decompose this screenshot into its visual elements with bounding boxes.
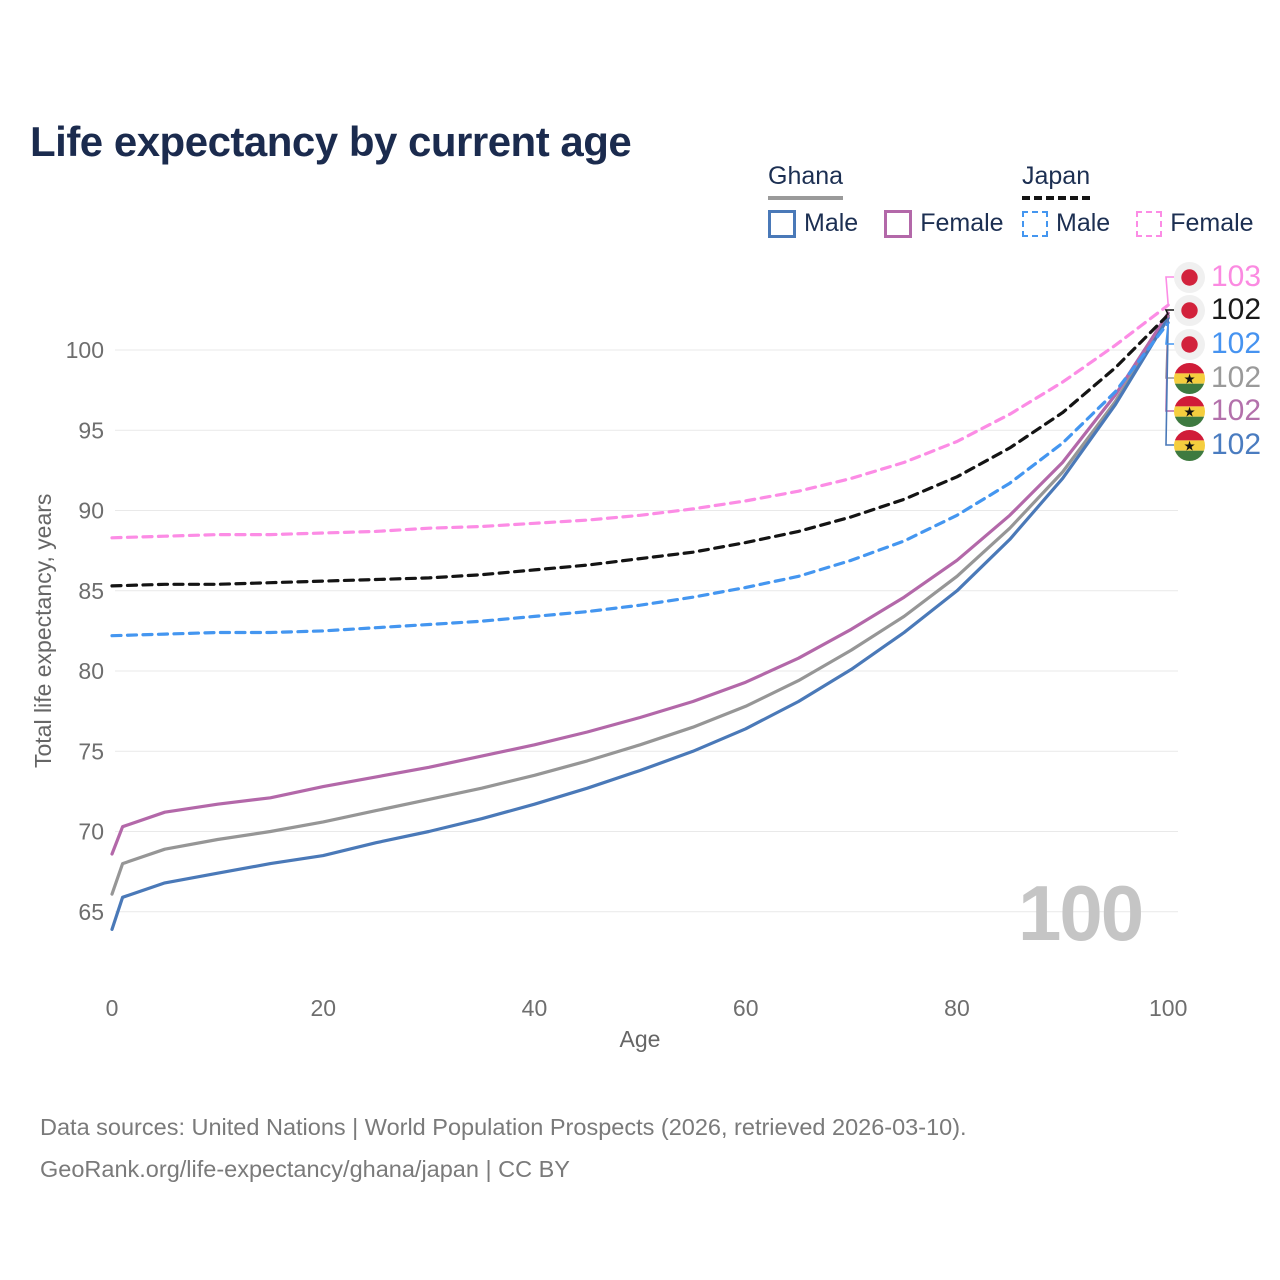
y-axis-title: Total life expectancy, years bbox=[30, 493, 56, 769]
legend-country-ghana: Ghana bbox=[768, 162, 844, 200]
legend-row-ghana: Male Female bbox=[768, 209, 1004, 238]
end-label-connector-ghana-male bbox=[1165, 317, 1174, 446]
legend-item-japan-male: Male bbox=[1022, 209, 1110, 238]
x-tick-label: 80 bbox=[944, 995, 970, 1021]
series-line-ghana-both bbox=[110, 314, 1170, 896]
end-label-connector-japan-male bbox=[1165, 322, 1174, 345]
y-tick-label: 85 bbox=[78, 578, 104, 604]
y-tick-label: 70 bbox=[78, 819, 104, 845]
y-tick-label: 90 bbox=[78, 498, 104, 524]
y-tick-label: 80 bbox=[78, 658, 104, 684]
ghana-female-swatch-icon bbox=[884, 209, 913, 238]
x-tick-label: 20 bbox=[310, 995, 336, 1021]
series-line-japan-both bbox=[110, 313, 1170, 588]
japan-male-swatch-icon bbox=[1022, 210, 1048, 237]
legend-country-japan: Japan bbox=[1022, 162, 1091, 200]
y-tick-label: 100 bbox=[66, 337, 104, 363]
x-tick-label: 100 bbox=[1149, 995, 1187, 1021]
legend-group-japan: Japan Male Female bbox=[1022, 162, 1254, 238]
y-tick-label: 75 bbox=[78, 738, 104, 764]
y-tick-label: 65 bbox=[78, 899, 104, 925]
legend-item-ghana-female: Female bbox=[884, 209, 1004, 238]
y-tick-label: 95 bbox=[78, 417, 104, 443]
legend-item-ghana-male: Male bbox=[768, 209, 858, 238]
footer-attribution: GeoRank.org/life-expectancy/ghana/japan … bbox=[40, 1156, 570, 1182]
footer: Data sources: United Nations | World Pop… bbox=[40, 1106, 967, 1190]
x-axis-title: Age bbox=[619, 1026, 661, 1052]
x-tick-label: 40 bbox=[522, 995, 548, 1021]
legend-label: Female bbox=[1170, 209, 1254, 237]
x-tick-label: 0 bbox=[106, 995, 119, 1021]
footer-data-sources: Data sources: United Nations | World Pop… bbox=[40, 1114, 967, 1140]
series-line-japan-female bbox=[110, 303, 1170, 540]
legend-label: Male bbox=[804, 209, 859, 237]
japan-female-swatch-icon bbox=[1136, 210, 1163, 237]
ghana-male-swatch-icon bbox=[768, 209, 796, 238]
x-tick-label: 60 bbox=[733, 995, 759, 1021]
legend-label: Male bbox=[1056, 209, 1111, 237]
series-line-ghana-male bbox=[110, 316, 1170, 932]
page-title: Life expectancy by current age bbox=[30, 118, 632, 166]
age-counter-watermark: 100 bbox=[1018, 869, 1144, 957]
series-line-ghana-female bbox=[110, 311, 1170, 856]
legend-group-ghana: Ghana Male Female bbox=[768, 162, 1004, 238]
legend-label: Female bbox=[920, 209, 1004, 237]
end-label-connector-japan-female bbox=[1165, 276, 1174, 306]
end-label-connector-japan-both bbox=[1164, 309, 1174, 316]
legend-row-japan: Male Female bbox=[1022, 209, 1254, 238]
series-line-japan-male bbox=[110, 321, 1170, 638]
legend-item-japan-female: Female bbox=[1136, 209, 1254, 238]
